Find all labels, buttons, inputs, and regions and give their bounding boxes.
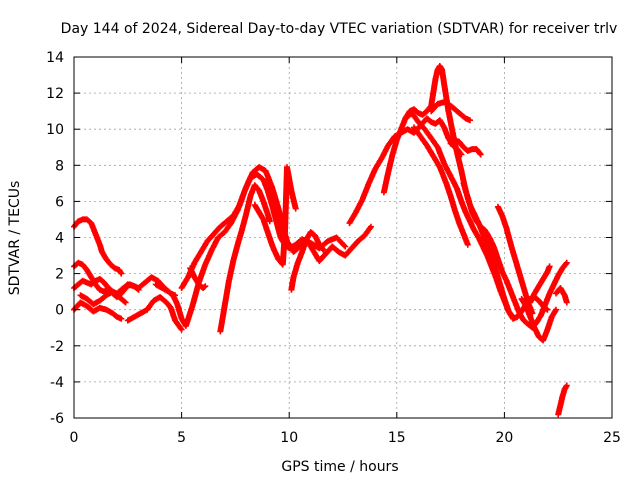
satellite-track-23 [555, 382, 570, 418]
satellite-track-6 [124, 294, 185, 333]
x-tick-label: 15 [388, 430, 406, 446]
satellite-track-23-markers [555, 382, 570, 418]
satellite-track-5 [77, 288, 129, 308]
y-tick-label: 10 [46, 122, 64, 138]
y-tick-label: 14 [46, 50, 64, 66]
y-tick-label: 0 [55, 303, 64, 319]
x-tick-label: 25 [603, 430, 621, 446]
chart-title: Day 144 of 2024, Sidereal Day-to-day VTE… [61, 21, 618, 37]
satellite-track-13 [346, 115, 465, 227]
y-axis-label: SDTVAR / TECUs [7, 181, 23, 296]
satellite-track-8 [178, 164, 374, 291]
x-axis-label: GPS time / hours [281, 459, 398, 475]
satellite-track-17-markers [428, 99, 473, 124]
x-tick-label: 10 [280, 430, 298, 446]
satellite-track-17 [428, 99, 473, 124]
y-tick-label: 12 [46, 86, 64, 102]
satellite-track-24 [447, 137, 484, 158]
satellite-track-16-markers [411, 124, 471, 248]
satellite-track-9 [187, 265, 209, 291]
satellite-track-16 [411, 124, 471, 248]
satellite-track-15-markers [402, 110, 516, 320]
satellite-track-18-markers [460, 180, 570, 331]
satellite-track-10 [217, 182, 273, 335]
satellite-track-11 [251, 164, 299, 268]
y-tick-label: 6 [55, 194, 64, 210]
satellite-track-22 [553, 285, 570, 306]
y-tick-label: -2 [50, 339, 64, 355]
satellite-track-8-markers [178, 164, 374, 291]
satellite-track-5-markers [77, 288, 129, 308]
y-tick-label: 2 [55, 267, 64, 283]
satellite-track-10-markers [217, 182, 273, 335]
data-points [71, 63, 570, 418]
y-tick-label: -6 [50, 411, 64, 427]
satellite-track-6-markers [124, 294, 185, 333]
satellite-track-20-markers [518, 295, 559, 344]
satellite-track-15 [402, 110, 516, 320]
y-tick-label: 8 [55, 158, 64, 174]
y-tick-label: -4 [50, 375, 64, 391]
satellite-track-22-markers [553, 285, 570, 306]
satellite-track-21 [527, 263, 553, 306]
satellite-track-12 [288, 229, 327, 293]
satellite-track-13-markers [346, 115, 465, 227]
satellite-track-21-markers [527, 263, 553, 306]
satellite-track-12-markers [288, 229, 327, 293]
satellite-track-11-markers [251, 164, 299, 268]
satellite-track-24-markers [447, 137, 484, 158]
satellite-track-9-markers [187, 265, 209, 291]
x-tick-label: 5 [177, 430, 186, 446]
y-tick-label: 4 [55, 231, 64, 247]
satellite-track-18 [460, 180, 570, 331]
x-tick-label: 20 [495, 430, 513, 446]
x-tick-label: 0 [70, 430, 79, 446]
satellite-track-20 [518, 295, 559, 344]
axis-ticks: 0 5 10 15 20 25 -6 -4 -2 0 2 4 6 8 10 12 14 [46, 50, 621, 446]
